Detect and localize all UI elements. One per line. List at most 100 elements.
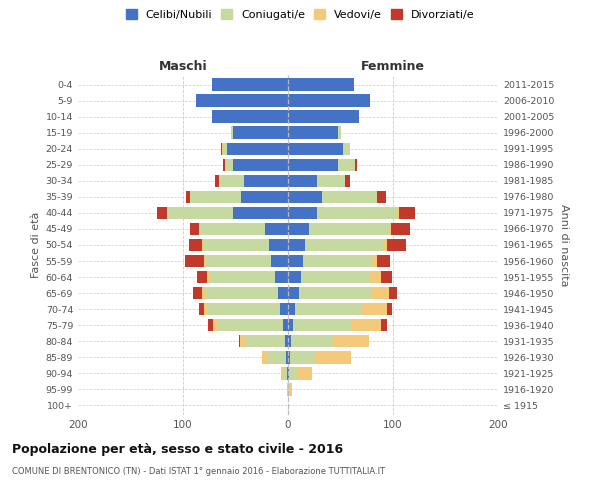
Bar xyxy=(288,94,370,107)
Bar xyxy=(288,158,338,171)
Bar xyxy=(200,222,265,235)
Text: Femmine: Femmine xyxy=(361,60,425,72)
Bar xyxy=(227,142,288,155)
Bar xyxy=(204,255,206,268)
Bar xyxy=(225,158,233,171)
Bar xyxy=(400,206,415,219)
Text: Popolazione per età, sesso e stato civile - 2016: Popolazione per età, sesso e stato civil… xyxy=(12,442,343,456)
Bar xyxy=(289,367,298,380)
Bar xyxy=(185,255,204,268)
Bar xyxy=(280,303,288,316)
Text: Maschi: Maschi xyxy=(158,60,208,72)
Bar xyxy=(288,271,301,283)
Bar xyxy=(345,174,350,187)
Bar xyxy=(397,206,400,219)
Bar xyxy=(240,335,245,347)
Bar xyxy=(387,303,392,316)
Bar xyxy=(322,190,377,203)
Bar xyxy=(333,335,369,347)
Bar xyxy=(271,255,288,268)
Bar xyxy=(277,287,288,300)
Bar xyxy=(383,238,387,252)
Bar xyxy=(288,335,291,347)
Bar xyxy=(265,222,288,235)
Bar xyxy=(202,287,206,300)
Bar xyxy=(233,126,288,139)
Bar xyxy=(262,351,267,364)
Text: COMUNE DI BRENTONICO (TN) - Dati ISTAT 1° gennaio 2016 - Elaborazione TUTTITALIA: COMUNE DI BRENTONICO (TN) - Dati ISTAT 1… xyxy=(12,468,385,476)
Bar xyxy=(215,174,218,187)
Bar xyxy=(338,126,341,139)
Bar xyxy=(167,206,168,219)
Bar xyxy=(233,206,288,219)
Bar xyxy=(295,303,362,316)
Bar xyxy=(288,174,317,187)
Bar xyxy=(291,335,333,347)
Bar xyxy=(317,206,397,219)
Bar xyxy=(285,335,288,347)
Bar xyxy=(355,158,358,171)
Bar xyxy=(244,174,288,187)
Bar xyxy=(206,287,277,300)
Bar xyxy=(290,351,316,364)
Bar xyxy=(221,142,222,155)
Bar xyxy=(382,271,392,283)
Bar xyxy=(298,367,312,380)
Bar xyxy=(288,383,290,396)
Bar xyxy=(204,303,208,316)
Bar xyxy=(283,367,287,380)
Bar xyxy=(288,110,359,123)
Bar xyxy=(290,383,292,396)
Bar xyxy=(210,271,275,283)
Bar xyxy=(199,222,200,235)
Bar xyxy=(157,206,167,219)
Bar xyxy=(288,78,354,91)
Bar xyxy=(303,255,372,268)
Bar xyxy=(212,78,288,91)
Bar xyxy=(214,319,218,332)
Bar xyxy=(223,158,225,171)
Bar xyxy=(316,351,351,364)
Bar xyxy=(377,190,386,203)
Bar xyxy=(309,222,389,235)
Bar xyxy=(288,126,338,139)
Bar xyxy=(377,255,390,268)
Bar xyxy=(199,303,204,316)
Bar xyxy=(186,190,190,203)
Bar xyxy=(218,319,283,332)
Bar xyxy=(293,319,352,332)
Bar xyxy=(288,303,295,316)
Bar xyxy=(196,94,288,107)
Bar xyxy=(372,287,389,300)
Bar xyxy=(204,238,269,252)
Bar xyxy=(387,238,406,252)
Bar xyxy=(281,367,283,380)
Bar xyxy=(382,319,387,332)
Bar xyxy=(283,319,288,332)
Bar xyxy=(232,126,233,139)
Bar xyxy=(218,174,244,187)
Bar xyxy=(288,255,303,268)
Bar xyxy=(288,287,299,300)
Bar xyxy=(391,222,410,235)
Bar xyxy=(245,335,285,347)
Bar xyxy=(287,383,288,396)
Bar xyxy=(288,367,289,380)
Bar xyxy=(190,238,202,252)
Bar xyxy=(352,319,382,332)
Bar xyxy=(275,271,288,283)
Bar xyxy=(267,351,286,364)
Bar xyxy=(301,271,370,283)
Bar xyxy=(239,335,240,347)
Bar xyxy=(370,271,382,283)
Bar xyxy=(389,287,397,300)
Bar xyxy=(212,110,288,123)
Bar xyxy=(241,190,288,203)
Bar xyxy=(305,238,383,252)
Bar xyxy=(288,351,290,364)
Bar xyxy=(222,142,223,155)
Bar xyxy=(288,319,293,332)
Bar xyxy=(202,238,204,252)
Bar xyxy=(361,303,387,316)
Bar xyxy=(343,142,350,155)
